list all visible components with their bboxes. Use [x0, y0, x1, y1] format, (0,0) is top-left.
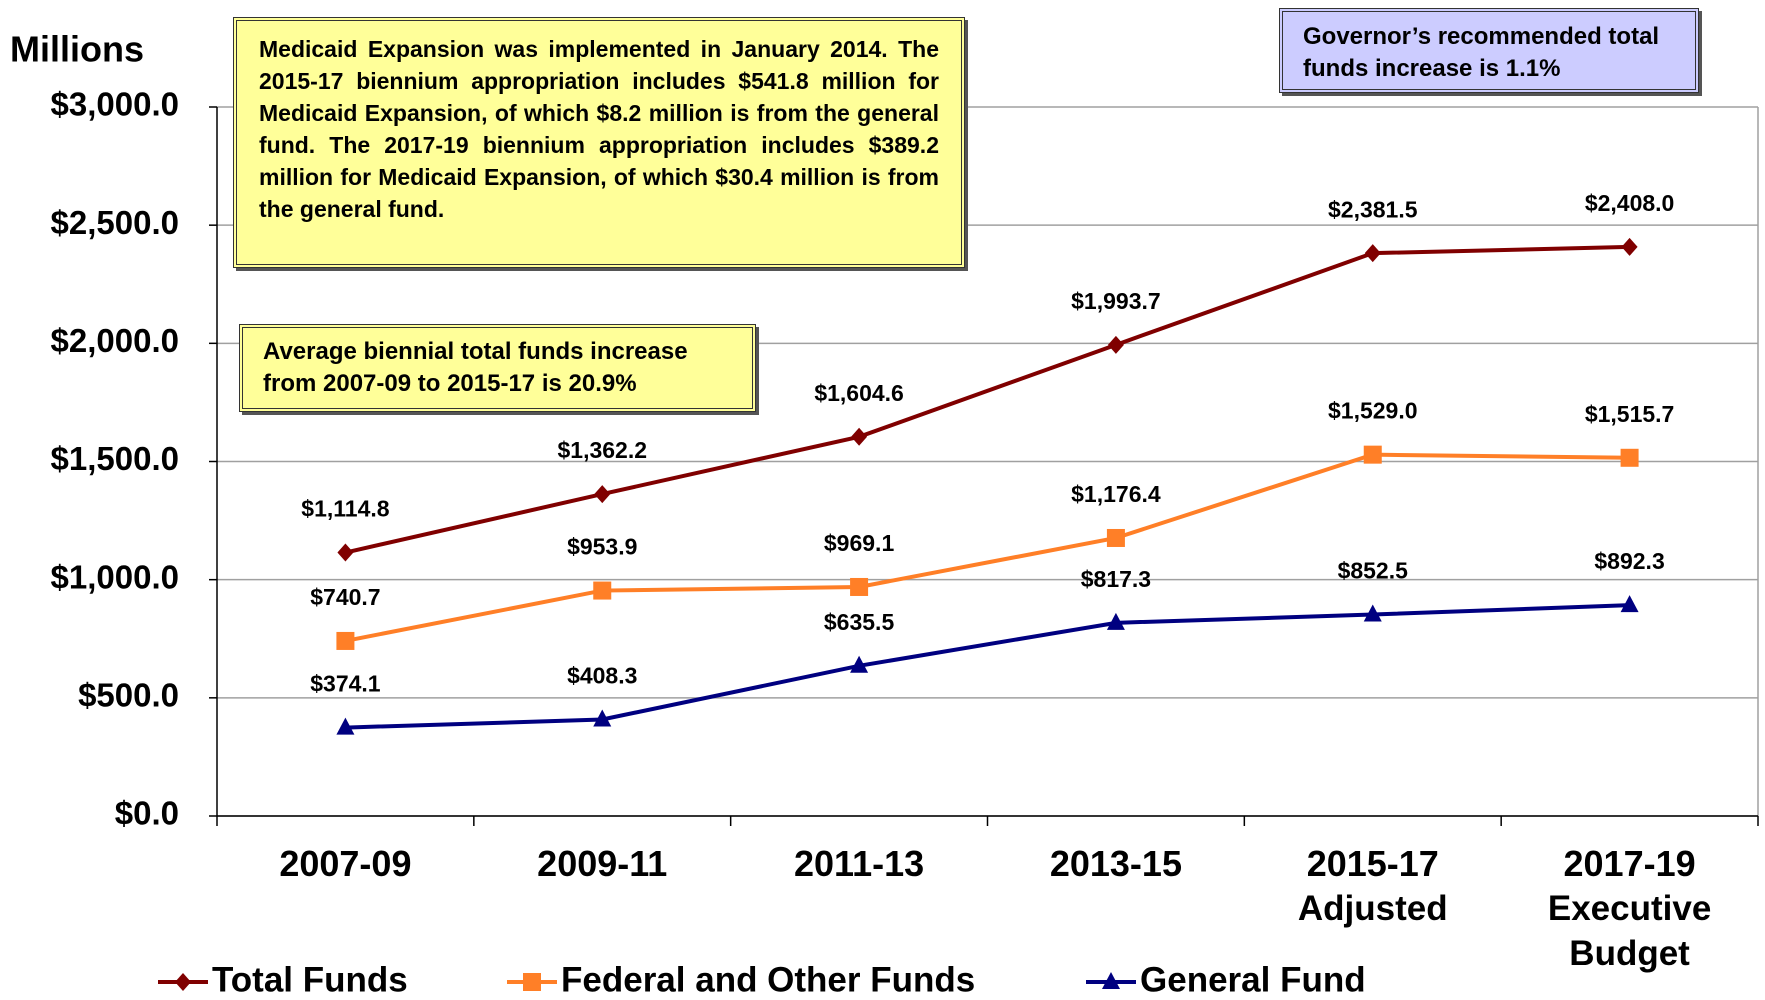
y-tick-label: $2,500.0	[51, 204, 179, 241]
point	[1107, 335, 1124, 354]
data-label: $740.7	[310, 584, 380, 610]
point	[336, 631, 355, 650]
annotation: Governor’s recommended total funds incre…	[1279, 8, 1699, 93]
y-tick-label: $3,000.0	[51, 86, 179, 123]
annotation: Medicaid Expansion was implemented in Ja…	[233, 17, 965, 268]
point	[850, 655, 869, 673]
y-tick-label: $1,000.0	[51, 558, 179, 595]
point	[1102, 972, 1120, 989]
data-label: $852.5	[1338, 558, 1409, 584]
data-label: $2,408.0	[1585, 190, 1675, 216]
point	[593, 709, 612, 727]
data-label: $635.5	[824, 609, 895, 635]
data-label: $1,114.8	[301, 496, 389, 522]
point	[851, 427, 868, 446]
x-tick-label: 2011-13	[794, 843, 924, 884]
x-tick-label: 2009-11	[537, 843, 667, 884]
series-line	[345, 603, 1630, 730]
point	[594, 485, 611, 504]
data-label: $892.3	[1594, 548, 1664, 574]
x-tick-label: 2007-09	[279, 843, 411, 884]
point	[1621, 237, 1638, 256]
point	[1620, 595, 1639, 613]
data-label: $1,604.6	[814, 380, 904, 406]
data-label: $2,381.5	[1328, 196, 1418, 222]
data-label: $969.1	[824, 530, 895, 556]
point	[175, 973, 191, 991]
x-tick-label: 2017-19 Executive Budget	[1548, 843, 1711, 974]
data-label: $817.3	[1081, 566, 1151, 592]
point	[1363, 604, 1382, 622]
point	[1363, 445, 1382, 464]
point	[850, 577, 869, 596]
series-line	[344, 244, 1630, 555]
x-tick-label: 2013-15	[1050, 843, 1182, 884]
point	[523, 973, 541, 991]
data-label: $1,993.7	[1071, 288, 1161, 314]
y-tick-label: $500.0	[78, 677, 179, 714]
data-label: $953.9	[567, 534, 637, 560]
data-label: $1,515.7	[1585, 401, 1675, 427]
data-label: $1,176.4	[1071, 481, 1161, 507]
data-label: $1,362.2	[557, 437, 647, 463]
data-label: $408.3	[567, 663, 637, 689]
data-label: $1,529.0	[1328, 398, 1418, 424]
legend-label: General Fund	[1140, 960, 1366, 999]
y-tick-label: $2,000.0	[51, 322, 179, 359]
point	[337, 543, 354, 562]
series-line	[345, 452, 1630, 643]
point	[1364, 244, 1381, 263]
point	[593, 581, 612, 600]
annotation: Average biennial total funds increase fr…	[239, 324, 756, 412]
point	[1106, 612, 1125, 630]
x-tick-label: 2015-17 Adjusted	[1298, 843, 1448, 929]
data-label: $374.1	[310, 671, 381, 697]
y-axis-label: Millions	[10, 29, 144, 70]
legend-label: Total Funds	[212, 960, 408, 999]
point	[1620, 448, 1639, 467]
legend-label: Federal and Other Funds	[561, 960, 975, 999]
point	[336, 717, 355, 735]
point	[1106, 528, 1125, 547]
y-tick-label: $1,500.0	[51, 440, 179, 477]
y-tick-label: $0.0	[115, 795, 179, 832]
